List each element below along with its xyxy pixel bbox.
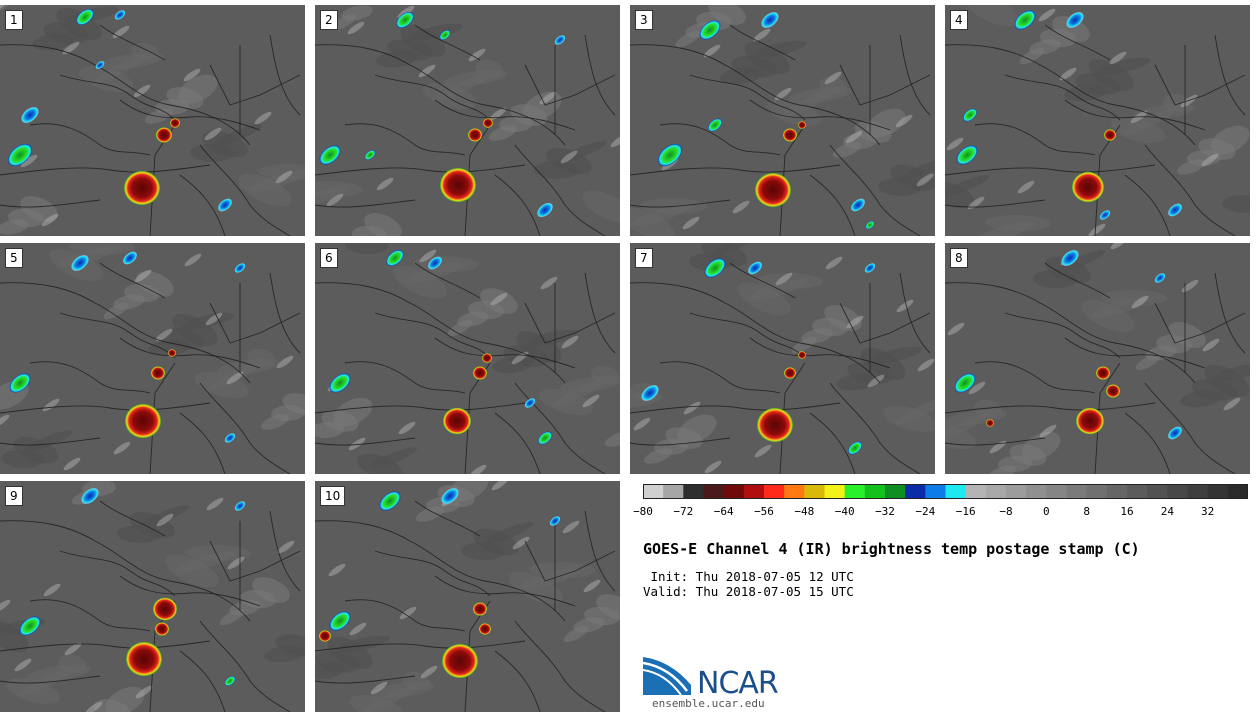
colorbar-tick-label: −24 [915,505,936,518]
map-panel-3: 3 [630,5,935,236]
colorbar-swatch [1187,484,1209,499]
colorbar-swatch [985,484,1007,499]
map-image [0,243,305,474]
map-panel-7: 7 [630,243,935,474]
colorbar-tick-label: 16 [1120,505,1134,518]
colorbar-swatch [1227,484,1248,499]
colorbar-tick-label: −8 [999,505,1013,518]
colorbar-swatch [885,484,906,499]
colorbar-swatch [663,484,684,499]
colorbar [643,484,1248,499]
colorbar-tick-label: 32 [1201,505,1215,518]
colorbar-swatch [1026,484,1047,499]
colorbar-swatch [905,484,926,499]
colorbar-swatch [743,484,765,499]
valid-time: Valid: Thu 2018-07-05 15 UTC [643,584,854,599]
colorbar-tick-label: 8 [1083,505,1090,518]
panel-number: 5 [5,248,23,268]
map-image [630,243,935,474]
colorbar-swatch [1167,484,1188,499]
panel-number: 7 [635,248,653,268]
colorbar-tick-label: 0 [1043,505,1050,518]
panel-number: 4 [950,10,968,30]
colorbar-swatch [945,484,967,499]
colorbar-swatch [844,484,866,499]
colorbar-swatch [784,484,805,499]
colorbar-tick-label: 24 [1160,505,1174,518]
colorbar-tick-label: −16 [955,505,976,518]
map-image [0,481,305,712]
map-image [315,5,620,236]
map-panel-9: 9 [0,481,305,712]
panel-number: 3 [635,10,653,30]
colorbar-swatch [1086,484,1108,499]
map-panel-6: 6 [315,243,620,474]
map-panel-2: 2 [315,5,620,236]
colorbar-tick-label: −40 [834,505,855,518]
colorbar-swatch [1127,484,1148,499]
colorbar-swatch [1066,484,1088,499]
map-panel-10: 10 [315,481,620,712]
colorbar-swatch [1207,484,1229,499]
logo-text: NCAR [697,666,779,701]
map-image [0,5,305,236]
colorbar-swatch [764,484,785,499]
colorbar-tick-label: −64 [713,505,734,518]
map-image [945,243,1250,474]
colorbar-swatch [723,484,745,499]
ncar-logo-icon [643,657,691,695]
colorbar-swatch [1006,484,1027,499]
colorbar-tick-label: −48 [794,505,815,518]
colorbar-swatch [1046,484,1067,499]
colorbar-swatch [804,484,825,499]
panel-number: 10 [320,486,346,506]
website-url: ensemble.ucar.edu [652,697,765,710]
map-panel-1: 1 [0,5,305,236]
panel-number: 2 [320,10,338,30]
colorbar-tick-label: −56 [754,505,774,518]
map-image [315,243,620,474]
init-time: Init: Thu 2018-07-05 12 UTC [643,569,854,584]
colorbar-tick-label: −72 [673,505,694,518]
colorbar-swatch [703,484,725,499]
colorbar-swatch [965,484,987,499]
map-panel-4: 4 [945,5,1250,236]
map-image [315,481,620,712]
colorbar-swatch [1106,484,1128,499]
colorbar-swatch [925,484,946,499]
panel-number: 6 [320,248,338,268]
colorbar-swatch [643,484,664,499]
map-panel-5: 5 [0,243,305,474]
colorbar-tick-label: −80 [633,505,653,518]
map-panel-8: 8 [945,243,1250,474]
colorbar-tick-label: −32 [875,505,895,518]
figure-title: GOES-E Channel 4 (IR) brightness temp po… [643,540,1140,558]
panel-number: 8 [950,248,968,268]
colorbar-swatch [824,484,846,499]
colorbar-swatch [864,484,886,499]
panel-number: 9 [5,486,23,506]
map-image [630,5,935,236]
panel-number: 1 [5,10,23,30]
colorbar-swatch [1147,484,1168,499]
colorbar-swatch [683,484,704,499]
map-image [945,5,1250,236]
